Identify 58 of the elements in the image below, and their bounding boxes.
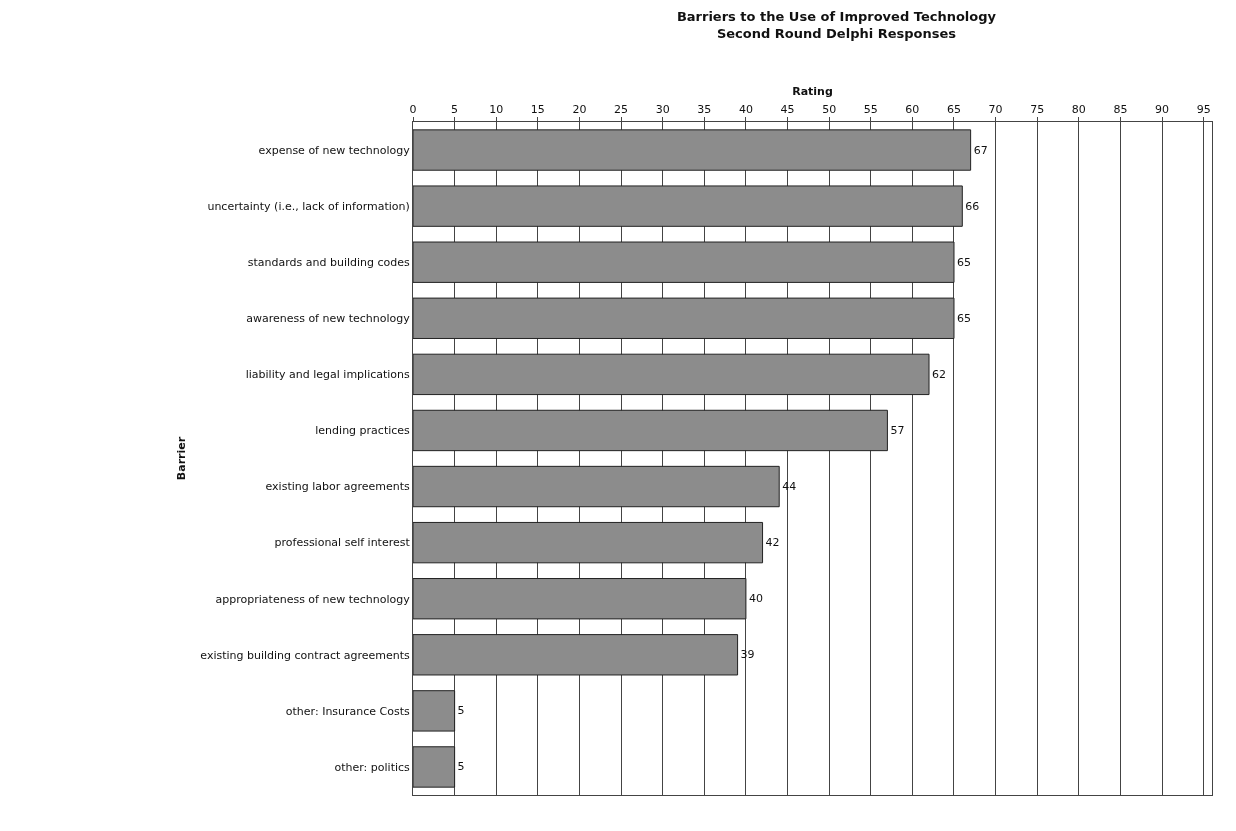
- chart-subtitle: Second Round Delphi Responses: [716, 25, 957, 41]
- bar: [413, 353, 930, 396]
- data-label: 5: [457, 760, 465, 774]
- x-tick-label: 40: [738, 102, 753, 116]
- data-label: 66: [965, 199, 980, 213]
- x-tick-label: 50: [822, 102, 837, 116]
- bar: [413, 521, 764, 564]
- y-tick-label: existing building contract agreements: [200, 648, 411, 662]
- bar: [413, 241, 955, 283]
- bar: [413, 297, 955, 339]
- x-tick-label: 60: [905, 102, 920, 116]
- x-tick-label: 25: [614, 102, 629, 116]
- x-tick-label: 80: [1071, 102, 1086, 116]
- x-tick-label: 45: [780, 102, 795, 116]
- data-label: 5: [457, 704, 465, 718]
- y-axis-title: Barrier: [174, 436, 188, 481]
- y-tick-label: other: politics: [334, 760, 411, 774]
- chart-title: Barriers to the Use of Improved Technology: [676, 8, 997, 24]
- y-tick-label: lending practices: [315, 424, 411, 438]
- x-tick-label: 20: [572, 102, 587, 116]
- data-label: 65: [956, 311, 971, 325]
- bar: [413, 185, 963, 227]
- x-tick-label: 10: [489, 102, 504, 116]
- data-label: 62: [932, 367, 947, 381]
- x-tick-label: 70: [988, 102, 1003, 116]
- x-tick-label: 75: [1030, 102, 1045, 116]
- x-tick-label: 85: [1113, 102, 1128, 116]
- data-label: 67: [973, 143, 988, 157]
- data-label: 57: [890, 423, 905, 437]
- data-label: 40: [748, 592, 763, 606]
- data-label: 42: [765, 536, 780, 550]
- x-tick-label: 95: [1196, 102, 1211, 116]
- bar: [413, 746, 456, 788]
- y-tick-label: expense of new technology: [258, 143, 411, 157]
- y-tick-label: uncertainty (i.e., lack of information): [207, 199, 410, 213]
- x-tick-label: 15: [530, 102, 545, 116]
- x-tick-label: 65: [946, 102, 961, 116]
- y-tick-label: professional self interest: [274, 536, 411, 550]
- y-tick-label: other: Insurance Costs: [285, 704, 411, 718]
- bar: [413, 409, 888, 452]
- y-tick-label: awareness of new technology: [246, 312, 411, 326]
- x-axis-title: Rating: [792, 85, 833, 99]
- x-tick-label: 35: [697, 102, 712, 116]
- x-tick-label: 30: [655, 102, 670, 116]
- bar: [413, 465, 780, 508]
- data-label: 65: [956, 255, 971, 269]
- y-tick-label: appropriateness of new technology: [215, 592, 411, 606]
- bar: [413, 578, 747, 620]
- y-tick-label: standards and building codes: [247, 256, 411, 270]
- y-tick-label: liability and legal implications: [245, 368, 411, 382]
- bar: [413, 634, 739, 676]
- y-tick-label: existing labor agreements: [265, 480, 411, 494]
- x-tick-label: 55: [863, 102, 878, 116]
- x-tick-label: 5: [451, 102, 459, 116]
- x-tick-label: 0: [409, 102, 417, 116]
- bar: [413, 129, 972, 171]
- bar: [413, 690, 456, 732]
- x-tick-label: 90: [1155, 102, 1170, 116]
